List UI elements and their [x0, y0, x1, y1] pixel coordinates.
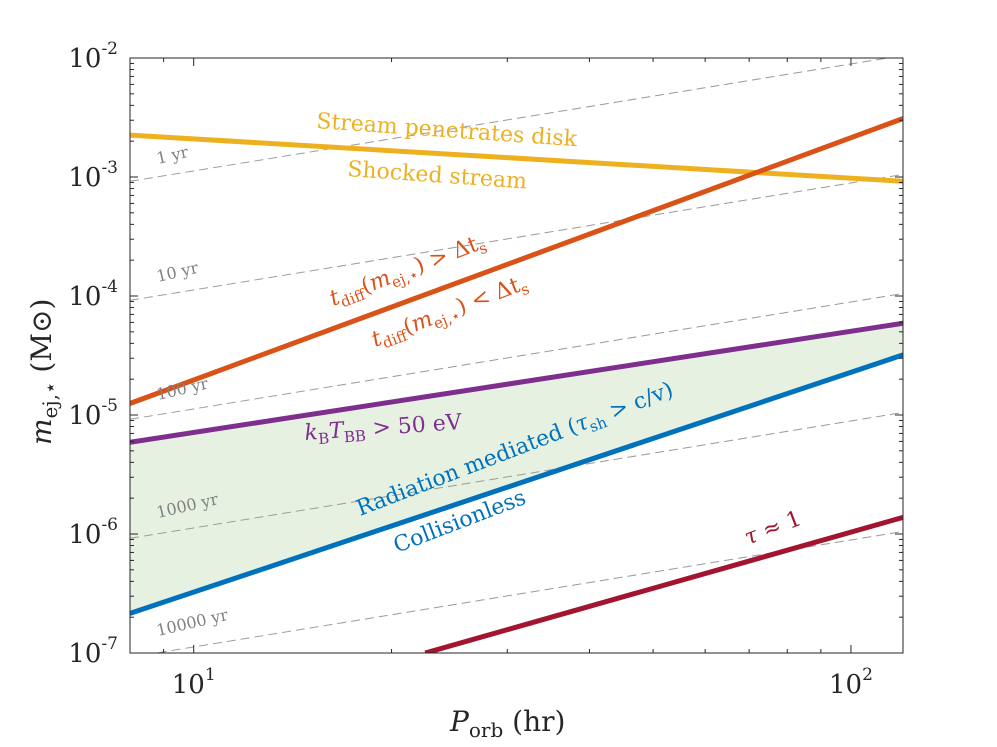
x-tick-label: 101: [172, 665, 216, 700]
series-optical-depth: [424, 514, 903, 653]
x-axis-label: Porb (hr): [449, 705, 565, 742]
annotation-stream-penetrates: Stream penetrates disk: [316, 109, 579, 152]
contour-line-10yr: [130, 173, 903, 301]
plot-area: [129, 57, 904, 654]
contour-label-10000yr: 10000 yr: [155, 605, 230, 640]
y-tick-label: 10-4: [68, 277, 118, 312]
y-tick-label: 10-5: [68, 396, 118, 431]
contour-label-10yr: 10 yr: [155, 258, 201, 286]
series-stream-penetration: [130, 132, 903, 184]
y-tick-label: 10-7: [68, 634, 118, 669]
series-diffusion-time: [130, 116, 903, 406]
annotation-tau-one: τ ≈ 1: [741, 506, 805, 550]
annotation-shocked-stream: Shocked stream: [347, 157, 528, 194]
y-axis-label: mej,⋆ (M⊙): [25, 299, 62, 445]
contour-label-100yr: 100 yr: [155, 374, 211, 404]
feasible-region-shade: [130, 323, 903, 614]
x-tick-label: 102: [829, 665, 873, 700]
series-radiation-mediated: [130, 352, 903, 616]
y-tick-label: 10-6: [68, 515, 118, 550]
y-tick-label: 10-2: [68, 39, 118, 74]
annotation-temperature: kBTBB > 50 eV: [304, 410, 464, 449]
y-tick-label: 10-3: [68, 158, 118, 193]
plot-frame: [129, 57, 904, 654]
series-blackbody-temperature: [130, 320, 903, 445]
contour-line-1yr: [130, 58, 891, 182]
contour-label-1yr: 1 yr: [155, 142, 191, 168]
contour-line-1000yr: [130, 411, 903, 539]
contour-line-100yr: [130, 292, 903, 420]
